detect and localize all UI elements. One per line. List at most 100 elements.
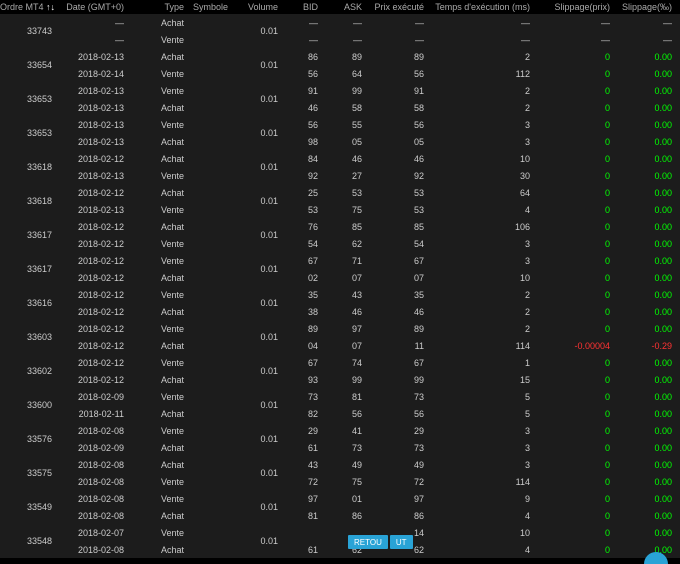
col-slippage-prix[interactable]: Slippage(prix) bbox=[538, 2, 618, 12]
ask-cell: 01 bbox=[326, 494, 370, 504]
slippage-pct-cell: 0.00 bbox=[618, 154, 680, 164]
date-cell: 2018-02-09 bbox=[60, 392, 132, 402]
col-volume[interactable]: Volume bbox=[236, 2, 286, 12]
table-row: 2018-02-13Achat465858200.00 bbox=[60, 99, 680, 116]
temps-cell: 4 bbox=[432, 511, 538, 521]
volume-cell: 0.01 bbox=[236, 286, 286, 320]
volume-cell: 0.01 bbox=[236, 14, 286, 48]
table-group: 336532018-02-13Vente0.01919991200.002018… bbox=[0, 82, 680, 116]
date-cell: 2018-02-12 bbox=[60, 188, 132, 198]
table-row: 2018-02-09Vente0.01738173500.00 bbox=[60, 388, 680, 405]
prix-cell: 05 bbox=[370, 137, 432, 147]
date-cell: 2018-02-08 bbox=[60, 545, 132, 555]
type-cell: Achat bbox=[132, 18, 192, 28]
slippage-pct-cell: 0.00 bbox=[618, 358, 680, 368]
volume-cell: 0.01 bbox=[236, 150, 286, 184]
type-cell: Vente bbox=[132, 239, 192, 249]
table-group: 335762018-02-08Vente0.01294129300.002018… bbox=[0, 422, 680, 456]
date-cell: 2018-02-12 bbox=[60, 358, 132, 368]
bid-cell: 04 bbox=[286, 341, 326, 351]
ordre-cell: 33616 bbox=[0, 286, 60, 320]
table-row: 2018-02-12Achat040711114-0.00004-0.29 bbox=[60, 337, 680, 354]
col-ask[interactable]: ASK bbox=[326, 2, 370, 12]
slippage-prix-cell: 0 bbox=[538, 222, 618, 232]
slippage-prix-cell: 0 bbox=[538, 103, 618, 113]
temps-cell: 2 bbox=[432, 103, 538, 113]
table-group: 336172018-02-12Vente0.01677167300.002018… bbox=[0, 252, 680, 286]
type-cell: Achat bbox=[132, 188, 192, 198]
retour-button[interactable]: RETOU bbox=[348, 535, 388, 549]
slippage-pct-cell: 0.00 bbox=[618, 69, 680, 79]
slippage-prix-cell: 0 bbox=[538, 171, 618, 181]
date-cell: 2018-02-08 bbox=[60, 511, 132, 521]
date-cell: 2018-02-13 bbox=[60, 205, 132, 215]
slippage-prix-cell: 0 bbox=[538, 120, 618, 130]
table-row: 2018-02-08Achat818686400.00 bbox=[60, 507, 680, 524]
col-symbole[interactable]: Symbole bbox=[192, 2, 236, 12]
temps-cell: 4 bbox=[432, 545, 538, 555]
table-row: 2018-02-12Vente0.01677467100.00 bbox=[60, 354, 680, 371]
bid-cell: 81 bbox=[286, 511, 326, 521]
table-row: 2018-02-12Achat0.012553536400.00 bbox=[60, 184, 680, 201]
date-cell: 2018-02-12 bbox=[60, 222, 132, 232]
slippage-pct-cell: — bbox=[618, 18, 680, 28]
slippage-pct-cell: 0.00 bbox=[618, 477, 680, 487]
ask-cell: 75 bbox=[326, 205, 370, 215]
table-group: 336022018-02-12Vente0.01677467100.002018… bbox=[0, 354, 680, 388]
bid-cell: 86 bbox=[286, 52, 326, 62]
date-cell: 2018-02-12 bbox=[60, 290, 132, 300]
bid-cell: 84 bbox=[286, 154, 326, 164]
type-cell: Vente bbox=[132, 256, 192, 266]
volume-cell: 0.01 bbox=[236, 456, 286, 490]
slippage-pct-cell: -0.29 bbox=[618, 341, 680, 351]
slippage-prix-cell: 0 bbox=[538, 256, 618, 266]
table-group: 335752018-02-08Achat0.01434949300.002018… bbox=[0, 456, 680, 490]
prix-cell: 54 bbox=[370, 239, 432, 249]
col-prix[interactable]: Prix exécuté bbox=[370, 2, 432, 12]
table-group: 336542018-02-13Achat0.01868989200.002018… bbox=[0, 48, 680, 82]
slippage-pct-cell: 0.00 bbox=[618, 494, 680, 504]
slippage-pct-cell: 0.00 bbox=[618, 290, 680, 300]
ask-cell: 27 bbox=[326, 171, 370, 181]
type-cell: Vente bbox=[132, 392, 192, 402]
ask-cell: 46 bbox=[326, 154, 370, 164]
type-cell: Achat bbox=[132, 52, 192, 62]
temps-cell: 2 bbox=[432, 86, 538, 96]
col-temps[interactable]: Temps d'exécution (ms) bbox=[432, 2, 538, 12]
slippage-pct-cell: 0.00 bbox=[618, 443, 680, 453]
volume-cell: 0.01 bbox=[236, 320, 286, 354]
col-bid[interactable]: BID bbox=[286, 2, 326, 12]
date-cell: 2018-02-13 bbox=[60, 137, 132, 147]
slippage-prix-cell: -0.00004 bbox=[538, 341, 618, 351]
table-group: 336032018-02-12Vente0.01899789200.002018… bbox=[0, 320, 680, 354]
volume-cell: 0.01 bbox=[236, 184, 286, 218]
subrows: 2018-02-13Achat0.01868989200.002018-02-1… bbox=[60, 48, 680, 82]
slippage-pct-cell: 0.00 bbox=[618, 239, 680, 249]
type-cell: Vente bbox=[132, 324, 192, 334]
slippage-pct-cell: 0.00 bbox=[618, 205, 680, 215]
ut-button[interactable]: UT bbox=[390, 535, 413, 549]
slippage-pct-cell: 0.00 bbox=[618, 171, 680, 181]
slippage-prix-cell: 0 bbox=[538, 460, 618, 470]
date-cell: 2018-02-12 bbox=[60, 375, 132, 385]
bid-cell: 56 bbox=[286, 120, 326, 130]
table-row: 2018-02-14Vente56645611200.00 bbox=[60, 65, 680, 82]
type-cell: Vente bbox=[132, 86, 192, 96]
col-slippage-pct[interactable]: Slippage(‰) bbox=[618, 2, 680, 12]
slippage-prix-cell: 0 bbox=[538, 69, 618, 79]
prix-cell: 86 bbox=[370, 511, 432, 521]
bid-cell: 98 bbox=[286, 137, 326, 147]
prix-cell: 89 bbox=[370, 52, 432, 62]
date-cell: 2018-02-08 bbox=[60, 494, 132, 504]
volume-cell: 0.01 bbox=[236, 524, 286, 558]
col-date[interactable]: Date (GMT+0) bbox=[60, 2, 132, 12]
col-type[interactable]: Type bbox=[132, 2, 192, 12]
slippage-pct-cell: 0.00 bbox=[618, 307, 680, 317]
prix-cell: 73 bbox=[370, 443, 432, 453]
bid-cell: 43 bbox=[286, 460, 326, 470]
ask-cell: 64 bbox=[326, 69, 370, 79]
slippage-prix-cell: 0 bbox=[538, 511, 618, 521]
temps-cell: 3 bbox=[432, 426, 538, 436]
col-ordre[interactable]: Ordre MT4 ↑↓ bbox=[0, 2, 60, 12]
ask-cell: 41 bbox=[326, 426, 370, 436]
